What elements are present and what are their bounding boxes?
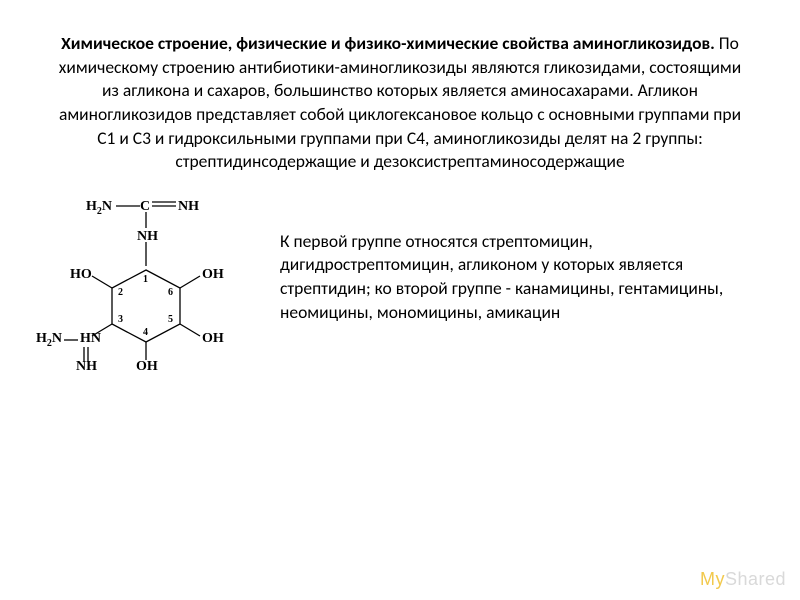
side-paragraph: К первой группе относятся стрептомицин, …: [270, 192, 760, 325]
label-nh-mid: NH: [137, 230, 158, 244]
label-c-top: C: [140, 200, 150, 214]
ring-num-5: 5: [168, 314, 173, 325]
ring-num-4: 4: [143, 327, 148, 338]
main-paragraph: Химическое строение, физические и физико…: [0, 0, 800, 174]
label-ho-left: HO: [70, 268, 92, 282]
chemical-structure: H2N C NH NH HO OH OH OH HN H2N NH 1 2 3 …: [40, 192, 270, 402]
lower-row: H2N C NH NH HO OH OH OH HN H2N NH 1 2 3 …: [0, 174, 800, 402]
ring-num-3: 3: [118, 314, 123, 325]
ring-num-1: 1: [143, 274, 148, 285]
title-bold: Химическое строение, физические и физико…: [61, 32, 715, 54]
label-hn-left: HN: [80, 332, 101, 346]
label-h2n-left: H2N: [36, 332, 62, 349]
ring-num-2: 2: [118, 287, 123, 298]
label-nh-bl: NH: [76, 360, 97, 374]
watermark-shared: Shared: [725, 569, 786, 589]
label-oh-r2: OH: [202, 332, 224, 346]
label-h2n-top: H2N: [86, 200, 112, 217]
ring-num-6: 6: [168, 287, 173, 298]
watermark: MyShared: [700, 569, 786, 590]
label-oh-r1: OH: [202, 268, 224, 282]
watermark-my: My: [700, 569, 725, 589]
label-nh-double: NH: [178, 200, 199, 214]
label-oh-bottom: OH: [136, 360, 158, 374]
